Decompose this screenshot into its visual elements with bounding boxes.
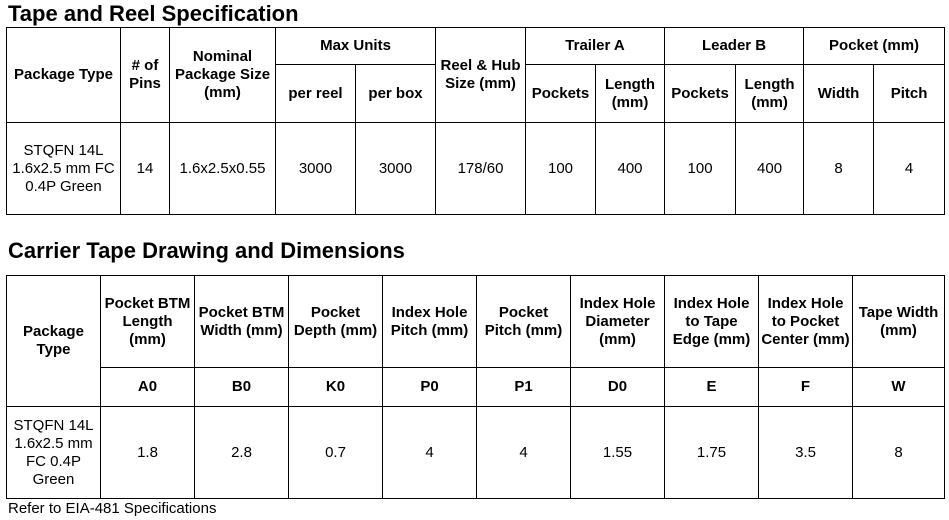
header-index-hole-to-pocket-center: Index Hole to Pocket Center (mm) <box>758 275 853 368</box>
tape-reel-spec-title: Tape and Reel Specification <box>8 1 299 26</box>
cell-package-type: STQFN 14L 1.6x2.5 mm FC 0.4P Green <box>6 406 101 499</box>
cell-trailer-pockets: 100 <box>525 122 597 215</box>
header-num-pins: # of Pins <box>120 27 170 123</box>
header-trailer-pockets: Pockets <box>525 64 597 123</box>
cell-f: 3.5 <box>758 406 853 499</box>
symbol-p1: P1 <box>476 367 571 407</box>
tape-reel-spec-table: Package Type # of Pins Nominal Package S… <box>6 27 946 215</box>
header-leader-b: Leader B <box>664 27 805 65</box>
symbol-a0: A0 <box>100 367 195 407</box>
header-trailer-length: Length (mm) <box>595 64 666 123</box>
cell-pocket-pitch: 4 <box>873 122 946 215</box>
cell-leader-length: 400 <box>735 122 805 215</box>
header-index-hole-diameter: Index Hole Diameter (mm) <box>570 275 665 368</box>
header-max-units: Max Units <box>274 27 437 65</box>
header-per-reel: per reel <box>275 64 356 123</box>
header-trailer-a: Trailer A <box>525 27 666 65</box>
carrier-tape-dims-table: Package Type Pocket BTM Length (mm) Pock… <box>6 275 945 499</box>
table-row: STQFN 14L 1.6x2.5 mm FC 0.4P Green 14 1.… <box>6 122 946 215</box>
header-pocket: Pocket (mm) <box>803 27 946 65</box>
cell-d0: 1.55 <box>570 406 665 499</box>
header-pocket-pitch: Pocket Pitch (mm) <box>476 275 571 368</box>
cell-k0: 0.7 <box>288 406 383 499</box>
cell-reel-hub-size: 178/60 <box>435 122 527 215</box>
header-package-type: Package Type <box>6 275 101 407</box>
header-per-box: per box <box>354 64 437 123</box>
header-pocket-btm-width: Pocket BTM Width (mm) <box>194 275 289 368</box>
header-tape-width: Tape Width (mm) <box>852 275 945 368</box>
cell-num-pins: 14 <box>120 122 170 215</box>
footnote: Refer to EIA-481 Specifications <box>8 500 217 517</box>
header-package-type: Package Type <box>6 27 121 123</box>
symbol-w: W <box>852 367 945 407</box>
symbol-k0: K0 <box>288 367 383 407</box>
symbol-b0: B0 <box>194 367 289 407</box>
header-pocket-pitch: Pitch <box>873 64 946 123</box>
header-pocket-depth: Pocket Depth (mm) <box>288 275 383 368</box>
header-index-hole-to-tape-edge: Index Hole to Tape Edge (mm) <box>664 275 759 368</box>
header-reel-hub-size: Reel & Hub Size (mm) <box>435 27 527 123</box>
header-nominal-size: Nominal Package Size (mm) <box>169 27 276 123</box>
cell-trailer-length: 400 <box>595 122 666 215</box>
cell-w: 8 <box>852 406 945 499</box>
symbol-e: E <box>664 367 759 407</box>
cell-b0: 2.8 <box>194 406 289 499</box>
cell-a0: 1.8 <box>100 406 195 499</box>
symbol-d0: D0 <box>570 367 665 407</box>
cell-e: 1.75 <box>664 406 759 499</box>
symbol-p0: P0 <box>382 367 477 407</box>
cell-pocket-width: 8 <box>803 122 875 215</box>
header-leader-length: Length (mm) <box>735 64 805 123</box>
header-leader-pockets: Pockets <box>664 64 737 123</box>
header-index-hole-pitch: Index Hole Pitch (mm) <box>382 275 477 368</box>
header-pocket-width: Width <box>803 64 875 123</box>
header-pocket-btm-length: Pocket BTM Length (mm) <box>100 275 195 368</box>
carrier-tape-title: Carrier Tape Drawing and Dimensions <box>8 238 405 263</box>
cell-per-box: 3000 <box>354 122 437 215</box>
cell-p1: 4 <box>476 406 571 499</box>
cell-nominal-size: 1.6x2.5x0.55 <box>169 122 276 215</box>
symbol-f: F <box>758 367 853 407</box>
cell-p0: 4 <box>382 406 477 499</box>
cell-leader-pockets: 100 <box>664 122 737 215</box>
table-row: STQFN 14L 1.6x2.5 mm FC 0.4P Green 1.8 2… <box>6 406 945 499</box>
cell-package-type: STQFN 14L 1.6x2.5 mm FC 0.4P Green <box>6 122 121 215</box>
cell-per-reel: 3000 <box>275 122 356 215</box>
